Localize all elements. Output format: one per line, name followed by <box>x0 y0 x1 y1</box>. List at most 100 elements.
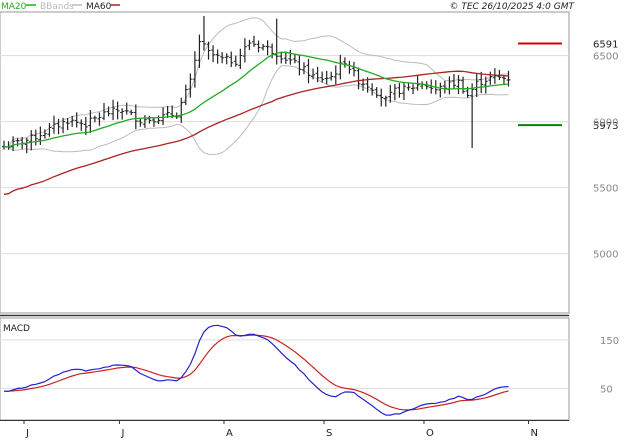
ohlc-bar <box>379 88 384 107</box>
ohlc-bar <box>501 75 506 85</box>
price-tick-labels: 5000 5500 6000 6500 <box>593 52 618 261</box>
ohlc-bar <box>374 87 379 98</box>
ohlc-bar <box>211 45 216 63</box>
ohlc-bar <box>470 83 475 148</box>
ohlc-bar <box>138 118 143 127</box>
ohlc-bar <box>279 52 284 64</box>
ohlc-bar <box>506 70 511 87</box>
ohlc-bar <box>356 67 361 90</box>
ma60-line <box>3 70 509 195</box>
ohlc-bar <box>483 76 488 94</box>
ohlc-bar <box>329 71 334 81</box>
ohlc-bar <box>197 34 202 68</box>
ohlc-bar <box>61 117 66 134</box>
legend-ma20-label: MA20 <box>1 2 27 12</box>
ohlc-bar <box>288 50 293 65</box>
month-tick-label: J <box>120 428 124 439</box>
ohlc-bar <box>29 130 34 151</box>
ohlc-bar <box>283 52 288 64</box>
ohlc-bar <box>320 71 325 83</box>
ohlc-bar <box>65 117 70 131</box>
legend: MA20 BBands MA60 <box>1 2 120 12</box>
support-level-label: 5973 <box>593 121 618 132</box>
ohlc-bar <box>492 68 497 84</box>
ohlc-bar <box>79 119 84 132</box>
ohlc-bar <box>315 66 320 83</box>
ohlc-bar <box>306 58 311 84</box>
ohlc-bar <box>129 109 134 116</box>
macd-tick-label: 50 <box>600 384 613 395</box>
ohlc-bar <box>311 68 316 80</box>
macd-panel-frame <box>0 317 570 421</box>
ohlc-bar <box>274 18 279 65</box>
ohlc-bar <box>201 15 206 51</box>
ohlc-bar <box>74 112 79 128</box>
ohlc-bar <box>97 112 102 126</box>
ohlc-bar <box>301 62 306 75</box>
ohlc-bar <box>292 53 297 64</box>
ma20-line <box>3 51 509 148</box>
ohlc-bar <box>224 53 229 65</box>
ohlc-bar <box>256 40 261 53</box>
ohlc-bar <box>33 129 38 146</box>
ohlc-bar <box>192 51 197 88</box>
price-panel-frame <box>0 11 570 314</box>
macd-panel-title: MACD <box>3 324 30 334</box>
legend-bbands-label: BBands <box>40 2 74 12</box>
ohlc-bar <box>115 101 120 120</box>
legend-ma60-label: MA60 <box>86 2 112 12</box>
month-tick-label: O <box>426 428 434 439</box>
bbands-lower-line <box>3 65 509 156</box>
ohlc-bar <box>215 49 220 64</box>
ohlc-bar <box>251 35 256 47</box>
ohlc-bar <box>165 105 170 118</box>
ohlc-bar <box>370 83 375 96</box>
ohlc-bar <box>124 102 129 115</box>
macd-grid <box>0 339 569 389</box>
ohlc-bar <box>401 83 406 101</box>
ohlc-bar <box>133 104 138 130</box>
ohlc-bar <box>51 115 56 134</box>
ohlc-bar <box>451 74 456 89</box>
ohlc-bar <box>151 117 156 127</box>
ohlc-bar <box>388 84 393 103</box>
ohlc-bar <box>342 57 347 68</box>
macd-line <box>3 324 509 416</box>
ohlc-bar <box>411 84 416 95</box>
ohlc-bar <box>183 84 188 106</box>
month-tick-label: S <box>326 428 332 439</box>
ohlc-bar <box>92 115 97 123</box>
ohlc-bar <box>461 76 466 94</box>
ohlc-bar <box>111 99 116 121</box>
month-tick-label: A <box>226 428 233 439</box>
bbands-upper-line <box>3 17 509 148</box>
ohlc-bar <box>47 122 52 137</box>
ohlc-bar <box>70 115 75 127</box>
ohlc-bar <box>24 137 29 154</box>
ohlc-bar <box>392 83 397 101</box>
month-tick-label: J <box>25 428 29 439</box>
month-tick-label: N <box>530 428 537 439</box>
ohlc-bar <box>333 65 338 85</box>
ohlc-bar <box>479 71 484 94</box>
ohlc-bar <box>351 61 356 77</box>
ohlc-bar <box>142 115 147 128</box>
ohlc-bar <box>474 74 479 98</box>
ohlc-bar <box>42 129 47 139</box>
price-tick-label: 6500 <box>593 52 618 63</box>
ohlc-bar <box>488 71 493 85</box>
ohlc-bar <box>456 75 461 95</box>
ohlc-bar <box>265 40 270 56</box>
ohlc-bar <box>229 51 234 68</box>
ohlc-bar <box>179 97 184 123</box>
copyright-text: © TEC 26/10/2025 4:0 GMT <box>449 2 575 12</box>
price-tick-label: 5500 <box>593 184 618 195</box>
ohlc-bar <box>38 126 43 145</box>
price-levels: 6591 5973 <box>518 40 618 132</box>
price-tick-label: 6000 <box>593 118 618 129</box>
macd-tick-labels: 50 150 <box>600 336 619 396</box>
ohlc-bar <box>442 80 447 94</box>
ohlc-bar <box>270 43 275 59</box>
